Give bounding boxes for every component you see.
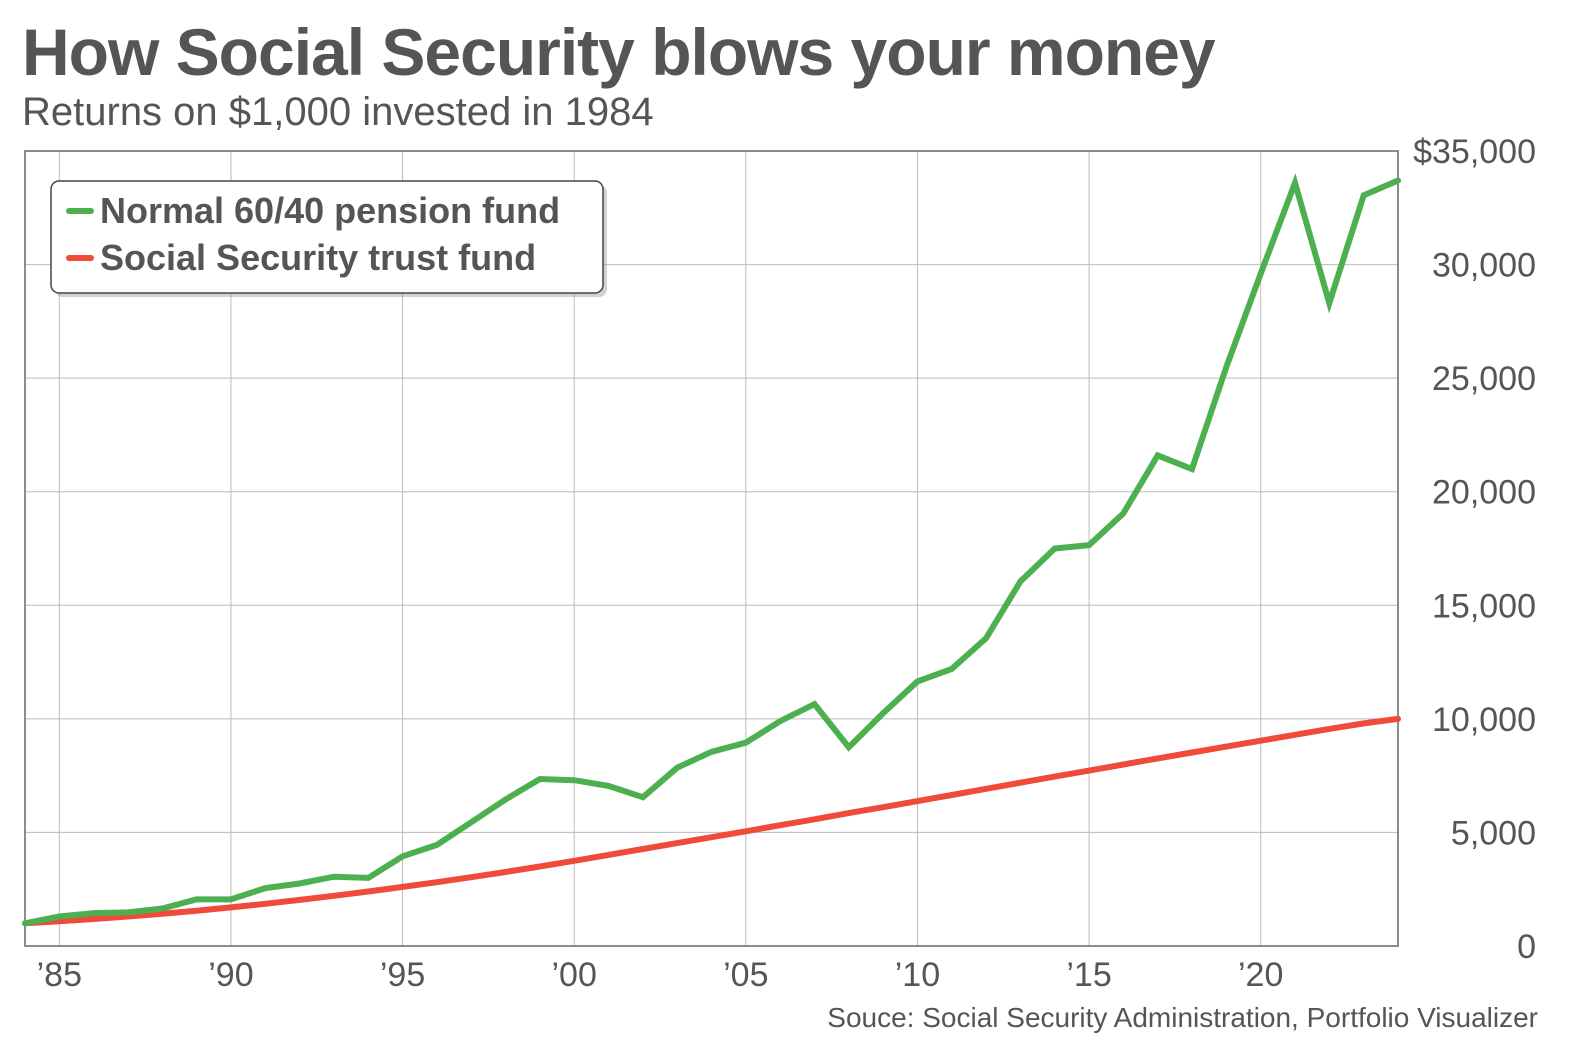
- chart-title: How Social Security blows your money: [22, 15, 1216, 89]
- x-tick-label: ’90: [208, 956, 253, 994]
- y-tick-label: 0: [1517, 928, 1536, 966]
- y-tick-label: 5,000: [1451, 814, 1536, 852]
- x-tick-label: ’95: [380, 956, 425, 994]
- y-tick-label: 25,000: [1432, 360, 1536, 398]
- source-note: Souce: Social Security Administration, P…: [827, 1002, 1538, 1033]
- y-tick-label: 20,000: [1432, 474, 1536, 512]
- legend: Normal 60/40 pension fund Social Securit…: [50, 180, 607, 297]
- social-security-line: [22, 715, 1401, 927]
- y-tick-label: $35,000: [1413, 133, 1536, 171]
- tick-labels: 0 5,000 10,000 15,000 20,000 25,000 30,000 $35,…: [37, 133, 1536, 994]
- y-tick-label: 30,000: [1432, 247, 1536, 285]
- x-tick-label: ’85: [37, 956, 82, 994]
- y-tick-label: 10,000: [1432, 701, 1536, 739]
- chart-subtitle: Returns on $1,000 invested in 1984: [22, 90, 654, 134]
- legend-label-pension: Normal 60/40 pension fund: [100, 190, 560, 231]
- series-lines: [22, 173, 1401, 927]
- pension-fund-line: [22, 173, 1401, 927]
- x-tick-label: ’15: [1066, 956, 1111, 994]
- y-tick-label: 15,000: [1432, 587, 1536, 625]
- legend-label-social-security: Social Security trust fund: [100, 237, 536, 278]
- x-tick-label: ’20: [1238, 956, 1283, 994]
- legend-box: [50, 180, 604, 294]
- plot-frame: [24, 150, 1399, 947]
- x-tick-label: ’00: [552, 956, 597, 994]
- x-tick-label: ’10: [895, 956, 940, 994]
- x-tick-label: ’05: [723, 956, 768, 994]
